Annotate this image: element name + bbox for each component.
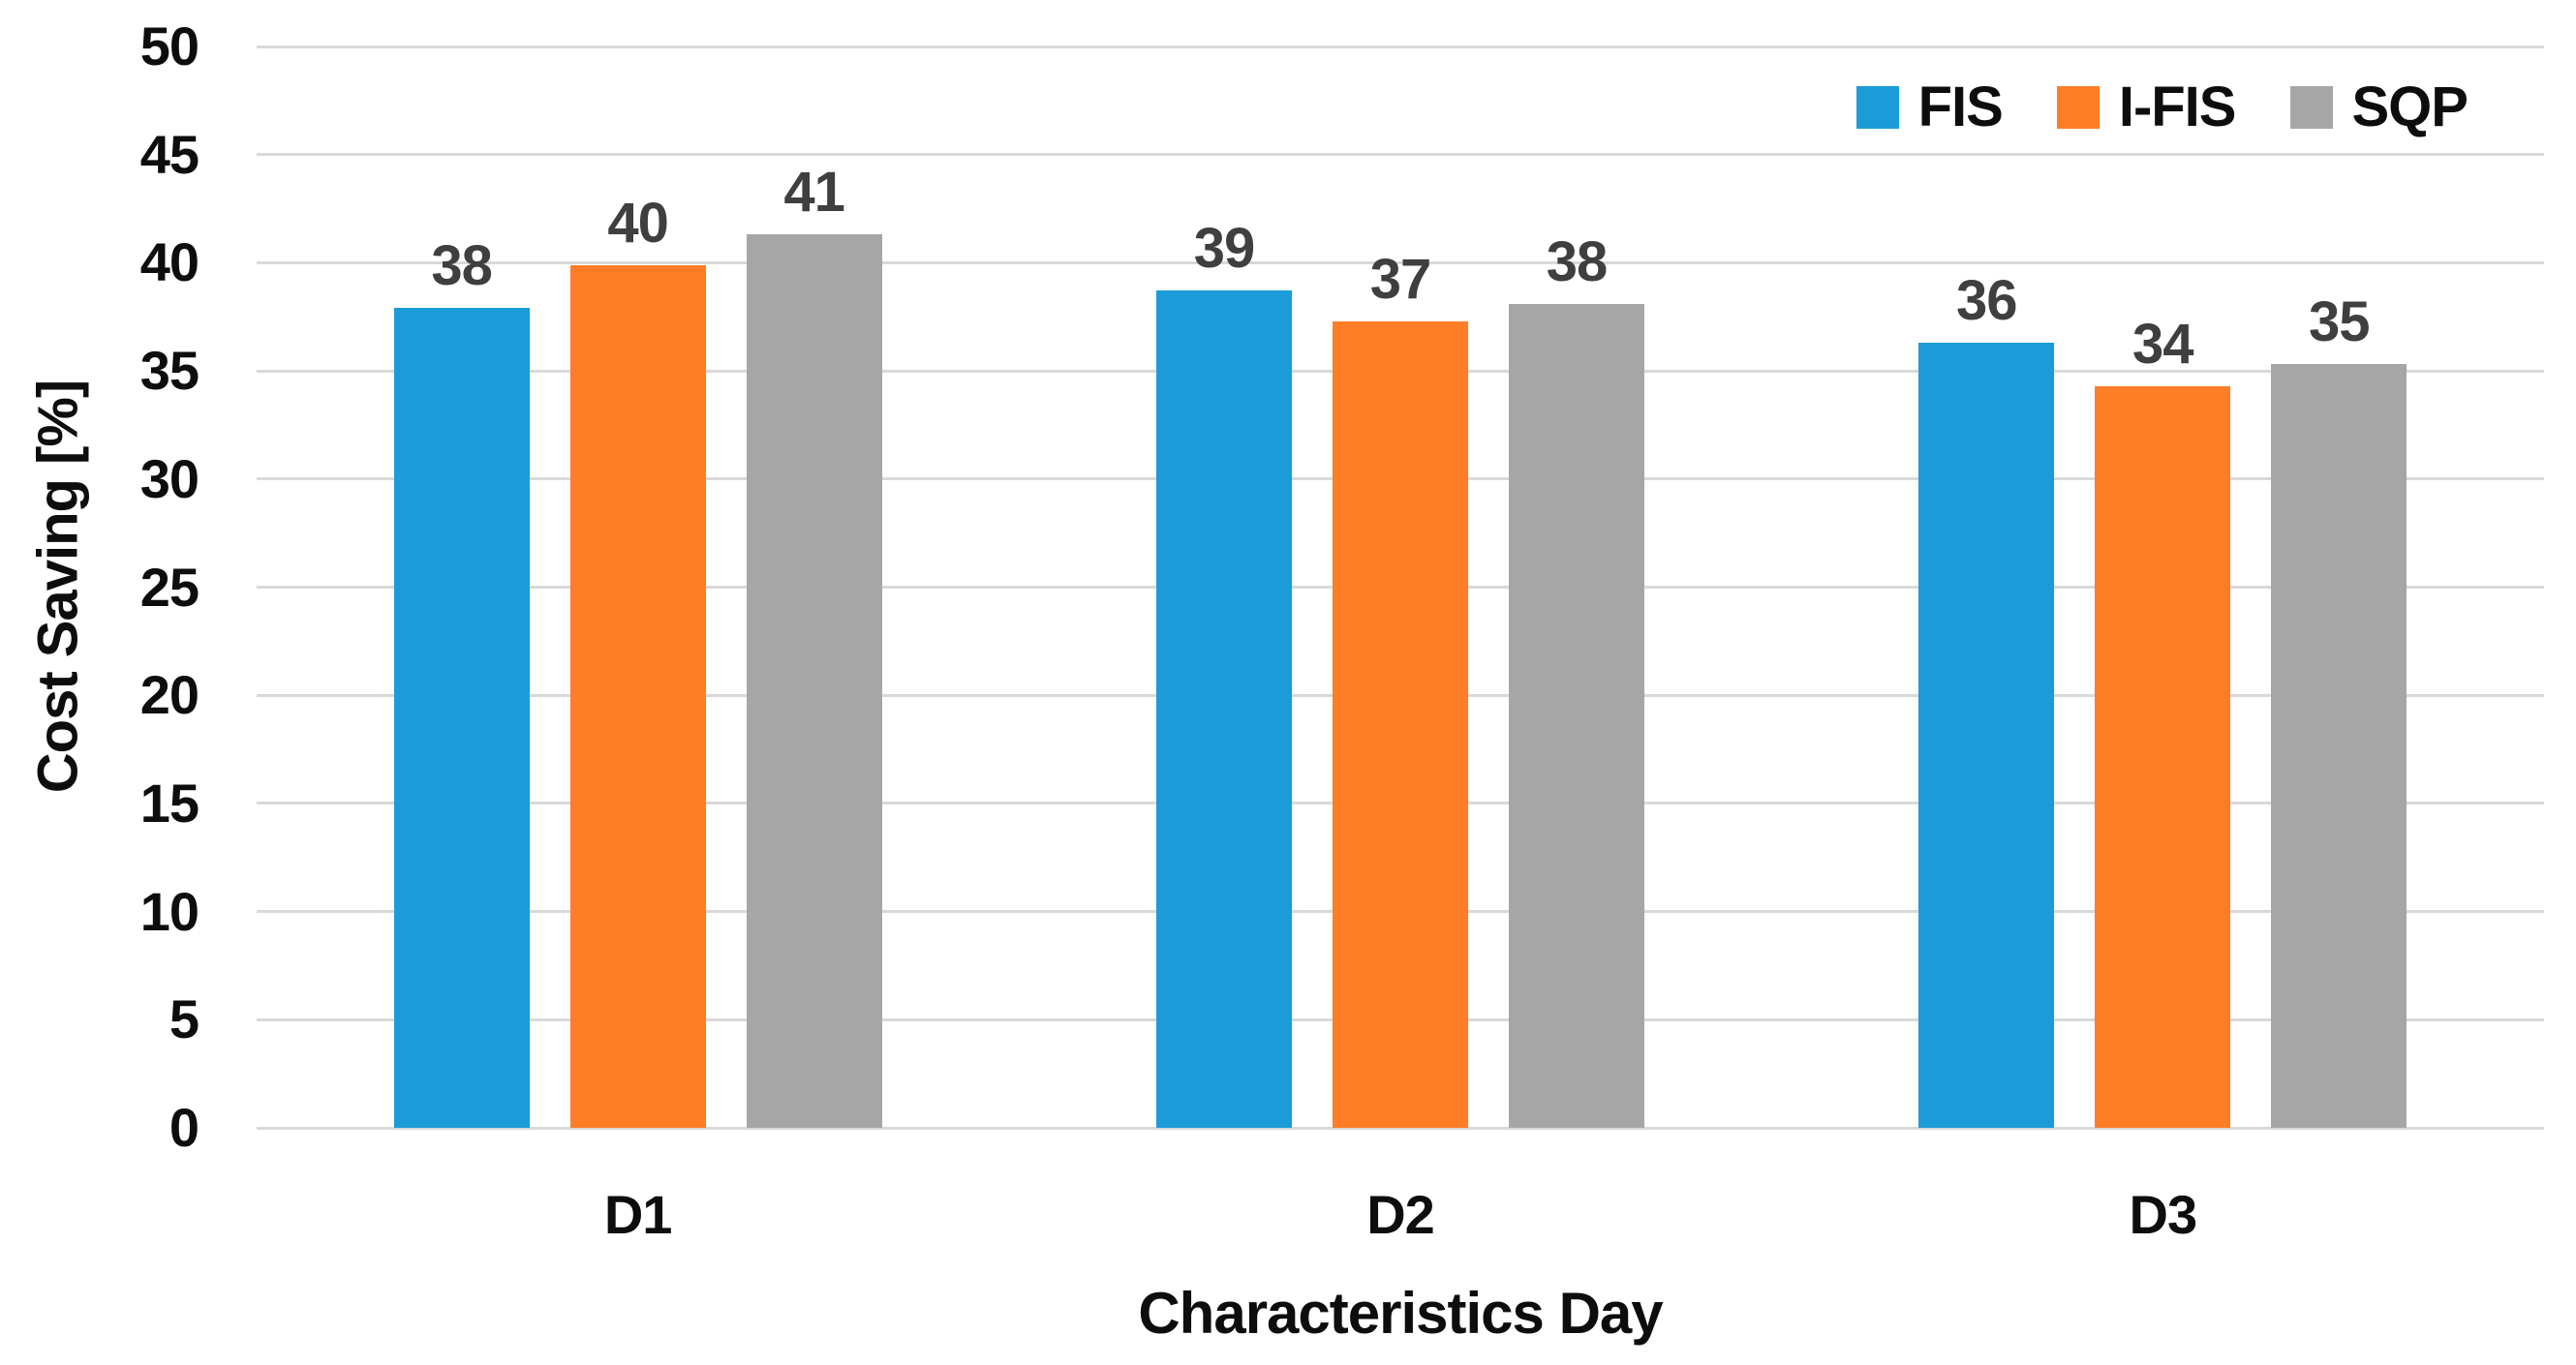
gridline-y-45 — [257, 153, 2544, 157]
bar-d3-sqp: 35 — [2271, 294, 2407, 1128]
x-axis-category-labels: D1 D2 D3 — [257, 1183, 2544, 1246]
gridline-y-50 — [257, 45, 2544, 48]
legend: FIS I-FIS SQP — [1855, 76, 2469, 138]
x-category-label-d1: D1 — [603, 1184, 673, 1245]
legend-swatch-i-fis — [2056, 86, 2100, 129]
data-label-d2-sqp: 38 — [1546, 229, 1609, 293]
y-tick-label-20: 20 — [139, 664, 199, 726]
y-tick-label-30: 30 — [139, 447, 199, 509]
y-tick-label-15: 15 — [139, 772, 199, 834]
legend-label-fis: FIS — [1917, 76, 2004, 138]
legend-item-i-fis: I-FIS — [2056, 76, 2237, 138]
x-category-label-d3: D3 — [2129, 1184, 2198, 1245]
bar-group-d3: 36 34 35 — [1782, 46, 2544, 1128]
bar-d1-sqp: 41 — [746, 165, 882, 1128]
bar-d2-sqp: 38 — [1508, 233, 1644, 1128]
bar-group-d2: 39 37 38 — [1019, 46, 1781, 1128]
y-tick-label-10: 10 — [139, 880, 199, 942]
y-tick-label-40: 40 — [139, 231, 199, 293]
bar-d1-fis: 38 — [393, 238, 530, 1128]
plot-area: 38 40 41 39 37 38 36 34 35 — [257, 45, 2544, 1130]
y-tick-label-5: 5 — [169, 988, 199, 1050]
legend-label-sqp: SQP — [2351, 76, 2469, 138]
y-tick-label-35: 35 — [139, 340, 199, 402]
bar-d2-i-fis: 37 — [1332, 251, 1468, 1128]
x-axis-title: Characteristics Day — [1138, 1281, 1663, 1346]
data-label-d1-i-fis: 40 — [607, 191, 669, 255]
y-tick-label-45: 45 — [139, 123, 199, 185]
y-tick-label-25: 25 — [139, 556, 199, 618]
data-label-d3-sqp: 35 — [2309, 290, 2371, 354]
gridline-y-0 — [257, 1126, 2544, 1130]
legend-item-fis: FIS — [1855, 76, 2004, 138]
bar-group-d1: 38 40 41 — [257, 46, 1019, 1128]
data-label-d3-i-fis: 34 — [2132, 312, 2194, 376]
gridline-y-40 — [257, 260, 2544, 264]
legend-label-i-fis: I-FIS — [2118, 76, 2237, 138]
data-label-d3-fis: 36 — [1956, 269, 2018, 333]
bar-d3-i-fis: 34 — [2095, 316, 2231, 1128]
x-category-label-d2: D2 — [1366, 1184, 1435, 1245]
legend-item-sqp: SQP — [2289, 76, 2469, 138]
data-label-d2-i-fis: 37 — [1369, 247, 1432, 311]
bar-d2-fis: 39 — [1155, 221, 1292, 1128]
bar-groups: 38 40 41 39 37 38 36 34 35 — [257, 46, 2544, 1128]
legend-swatch-sqp — [2289, 86, 2333, 129]
bar-d3-fis: 36 — [1918, 273, 2055, 1128]
y-tick-label-0: 0 — [169, 1097, 199, 1158]
data-label-d1-fis: 38 — [431, 234, 493, 298]
data-label-d2-fis: 39 — [1193, 217, 1256, 281]
bar-d1-i-fis: 40 — [569, 195, 706, 1128]
data-label-d1-sqp: 41 — [783, 161, 845, 225]
y-tick-label-50: 50 — [139, 15, 199, 76]
legend-swatch-fis — [1855, 86, 1899, 129]
